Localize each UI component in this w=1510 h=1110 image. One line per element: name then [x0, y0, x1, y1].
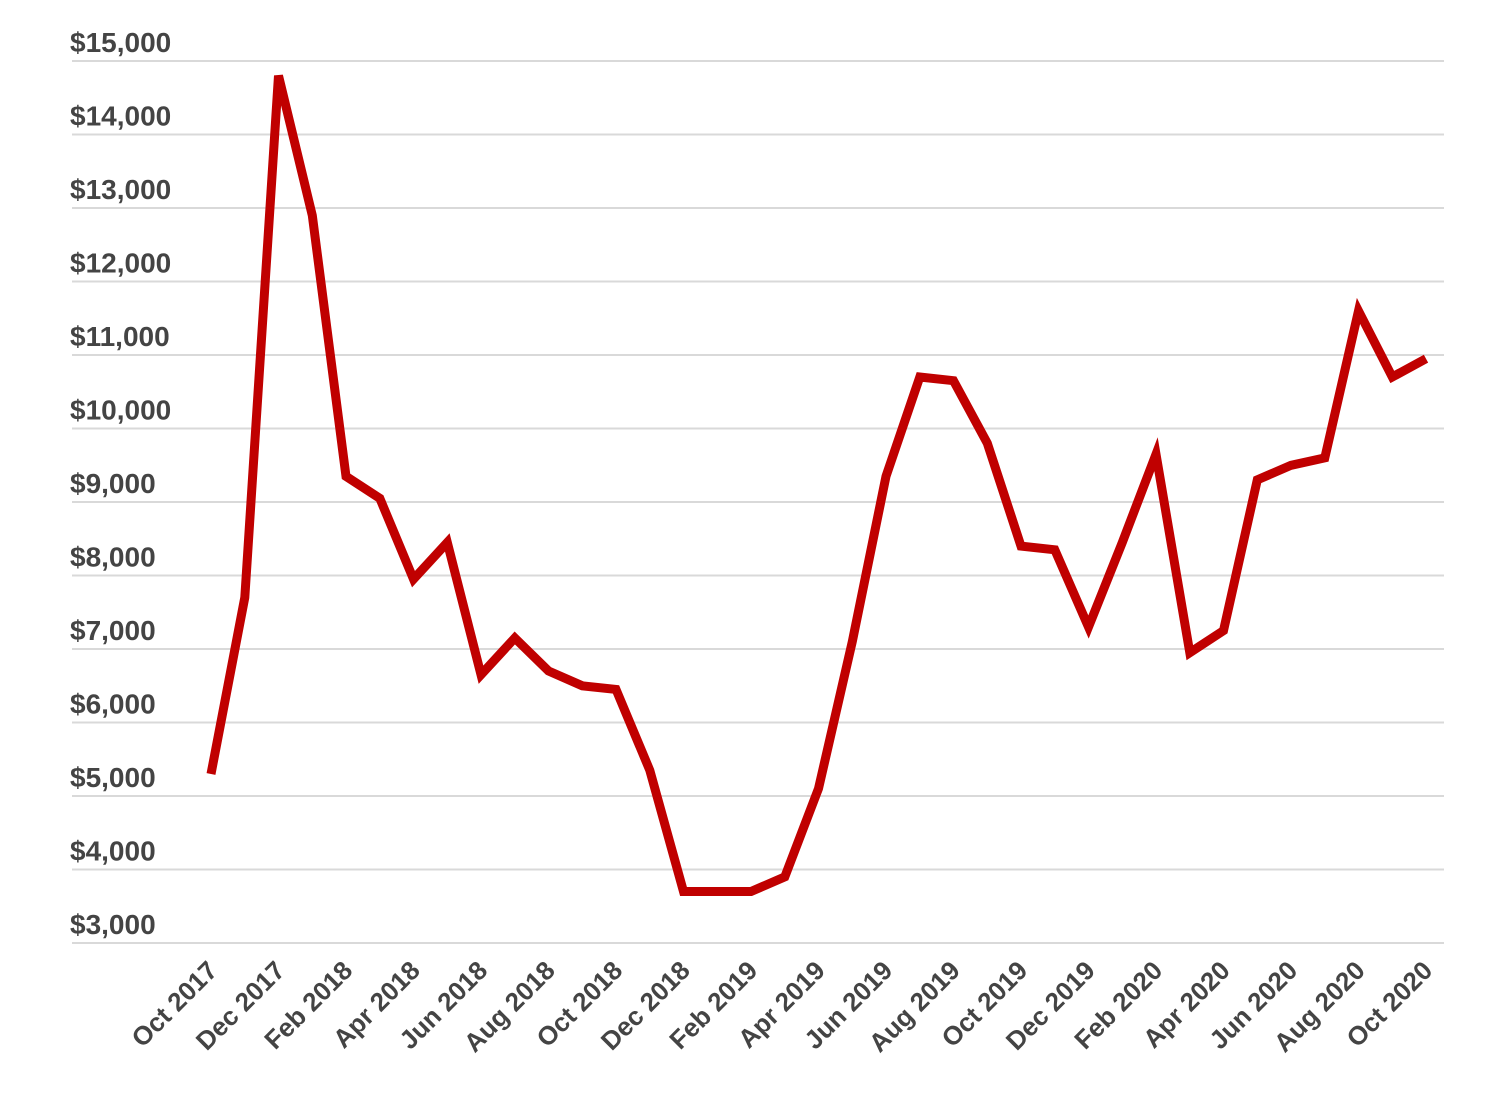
data-point — [480, 674, 482, 676]
data-point — [1020, 545, 1022, 547]
y-tick-label: $7,000 — [70, 615, 156, 646]
data-point — [750, 891, 752, 893]
data-point — [649, 769, 651, 771]
series-line — [206, 74, 1429, 896]
y-tick-label: $14,000 — [70, 101, 171, 132]
data-point — [311, 214, 313, 216]
data-point — [716, 891, 718, 893]
data-point — [986, 442, 988, 444]
y-axis-ticks: $3,000 $4,000 $5,000 $6,000 $7,000 $8,000 $9,0… — [70, 27, 171, 940]
y-tick-label: $5,000 — [70, 762, 156, 793]
y-tick-label: $11,000 — [70, 321, 170, 352]
data-point — [581, 685, 583, 687]
data-point — [1324, 457, 1326, 459]
data-point — [379, 497, 381, 499]
data-point — [1054, 549, 1056, 551]
data-point — [784, 876, 786, 878]
data-point — [1256, 479, 1258, 481]
data-point — [818, 788, 820, 790]
data-point — [919, 376, 921, 378]
data-point — [413, 578, 415, 580]
y-tick-label: $12,000 — [70, 248, 171, 279]
data-point — [548, 670, 550, 672]
data-point — [345, 475, 347, 477]
y-tick-label: $9,000 — [70, 468, 156, 499]
y-tick-label: $8,000 — [70, 542, 156, 573]
gridlines — [72, 60, 1444, 944]
data-point — [1358, 310, 1360, 312]
data-point — [851, 641, 853, 643]
data-point — [1425, 358, 1427, 360]
data-point — [278, 75, 280, 77]
data-point — [615, 688, 617, 690]
data-point — [683, 891, 685, 893]
data-point — [1088, 626, 1090, 628]
data-point — [1391, 376, 1393, 378]
data-point — [1290, 464, 1292, 466]
data-point — [1189, 652, 1191, 654]
data-point — [210, 773, 212, 775]
series-layer — [206, 74, 1429, 896]
y-tick-label: $15,000 — [70, 27, 171, 58]
data-point — [514, 637, 516, 639]
y-tick-label: $4,000 — [70, 836, 156, 867]
y-tick-label: $6,000 — [70, 689, 156, 720]
y-tick-label: $3,000 — [70, 909, 156, 940]
data-point — [1155, 453, 1157, 455]
data-point — [446, 541, 448, 543]
data-point — [244, 597, 246, 599]
y-tick-label: $10,000 — [70, 395, 171, 426]
data-point — [1121, 541, 1123, 543]
data-point — [1223, 630, 1225, 632]
data-point — [885, 475, 887, 477]
data-point — [953, 380, 955, 382]
y-tick-label: $13,000 — [70, 174, 171, 205]
